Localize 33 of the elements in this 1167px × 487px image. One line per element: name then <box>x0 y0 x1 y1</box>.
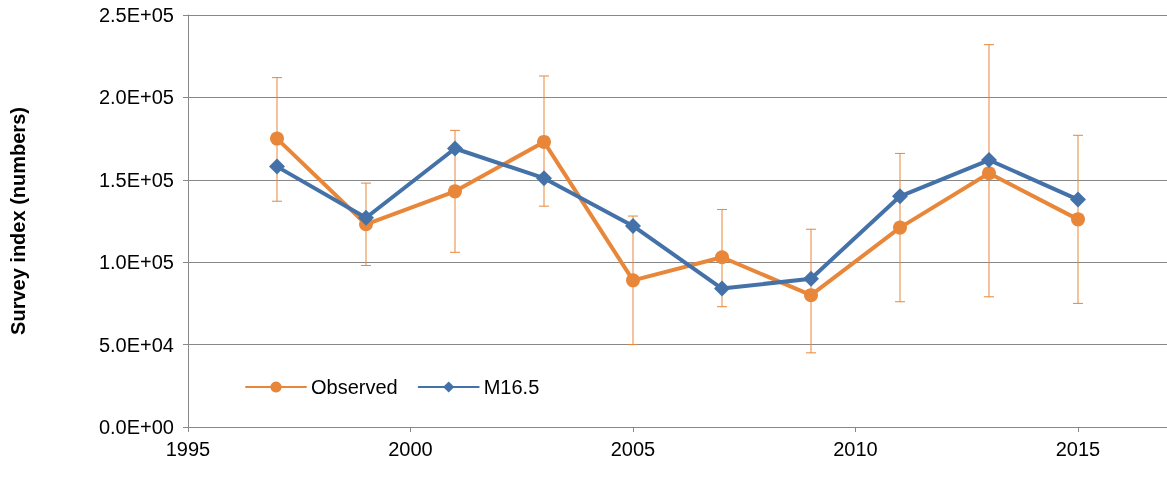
point <box>625 217 641 234</box>
x-tick-label: 2015 <box>1055 438 1101 460</box>
y-tick-label: 2.0E+05 <box>98 86 174 109</box>
y-axis-title: Survey index (numbers) <box>7 107 29 335</box>
x-tick-label: 2005 <box>610 438 656 460</box>
y-tick-label: 2.5E+05 <box>98 4 174 26</box>
point <box>1070 191 1086 208</box>
point <box>803 270 819 287</box>
x-tick-label: 2010 <box>833 438 878 460</box>
point <box>804 288 818 303</box>
point <box>1071 212 1085 227</box>
point <box>447 140 463 157</box>
point <box>715 250 729 265</box>
y-tick-label: 1.5E+05 <box>98 168 174 191</box>
y-tick-label: 1.0E+05 <box>98 251 174 274</box>
point <box>269 158 285 175</box>
point <box>982 166 996 181</box>
point <box>981 152 997 169</box>
y-tick-label: 5.0E+04 <box>98 333 174 356</box>
point <box>270 131 284 146</box>
point <box>448 184 462 199</box>
point <box>892 188 908 205</box>
legend-label: M16.5 <box>483 376 540 398</box>
point <box>537 134 551 149</box>
y-tick-label: 0.0E+00 <box>98 416 174 438</box>
point <box>536 170 552 187</box>
point <box>714 280 730 297</box>
x-tick-label: 1995 <box>165 438 211 460</box>
x-tick-label: 2000 <box>388 438 433 460</box>
point <box>358 209 374 226</box>
point <box>626 273 640 288</box>
legend-label: Observed <box>311 376 398 398</box>
point <box>893 220 907 235</box>
